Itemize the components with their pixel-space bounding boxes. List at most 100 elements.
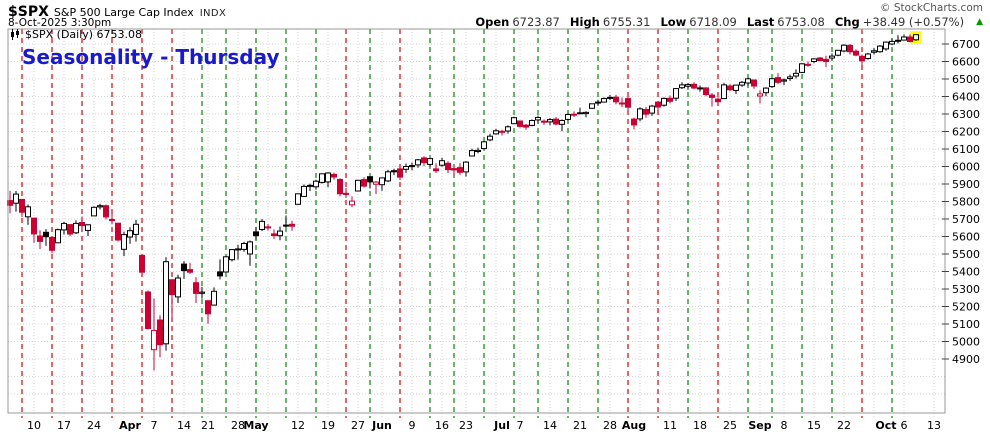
candle [823, 58, 829, 63]
candle [655, 101, 661, 108]
candle [757, 93, 763, 97]
candle [637, 108, 643, 120]
candle [295, 193, 301, 205]
candle [691, 83, 697, 89]
candle [859, 55, 865, 62]
candle [355, 179, 361, 192]
candle [67, 224, 73, 235]
y-axis: 6700 6600 6500 6400 6300 6200 6100 6000 5900 5800… [942, 38, 980, 366]
candle [319, 173, 325, 183]
chart-legend: $SPX (Daily) 6753.08 [10, 28, 142, 41]
candle [367, 176, 373, 183]
candle [265, 226, 271, 229]
legend-label: $SPX (Daily) 6753.08 [25, 28, 143, 41]
candle [763, 87, 769, 94]
x-tick-label: Jun [371, 419, 392, 432]
x-tick-label: 8 [781, 419, 788, 432]
candle [661, 97, 667, 106]
y-tick-label: 5800 [952, 196, 980, 209]
x-tick-label: Aug [622, 419, 646, 432]
y-tick-label: 5500 [952, 248, 980, 261]
candle [85, 224, 91, 231]
change-up-arrow-icon: ▲ [976, 17, 983, 27]
x-tick-label: 21 [573, 419, 587, 432]
candle [217, 271, 223, 277]
candle [841, 44, 847, 52]
candle [601, 98, 607, 103]
x-tick-label: 22 [837, 419, 851, 432]
candle [793, 72, 799, 77]
x-tick-label: 7 [517, 419, 524, 432]
y-tick-label: 6200 [952, 126, 980, 139]
candle [781, 79, 787, 82]
candle [391, 170, 397, 173]
candle [331, 173, 337, 178]
candle [463, 161, 469, 173]
candle [337, 178, 343, 195]
candle [271, 233, 277, 236]
candle [133, 223, 139, 235]
candle [475, 149, 481, 152]
candle [607, 96, 613, 99]
x-tick-label: 14 [543, 419, 557, 432]
candle [343, 192, 349, 195]
candle [529, 120, 535, 126]
candle [229, 249, 235, 261]
candle [679, 84, 685, 89]
x-tick-label: Jul [493, 419, 510, 432]
quote-open: Open 6723.87 [475, 15, 560, 29]
candle [613, 96, 619, 103]
candle [91, 206, 97, 217]
x-tick-label: 18 [693, 419, 707, 432]
candle [511, 117, 517, 125]
quote-summary: Open 6723.87 High 6755.31 Low 6718.09 Last 6… [475, 15, 983, 29]
candle [427, 158, 433, 165]
candle [907, 36, 913, 42]
candle [241, 243, 247, 250]
candle [751, 79, 757, 87]
candle [235, 248, 241, 251]
x-tick-label: 6 [901, 419, 908, 432]
y-tick-label: 4900 [952, 353, 980, 366]
y-tick-label: 6500 [952, 73, 980, 86]
candle [193, 282, 199, 294]
seasonality-annotation: Seasonality - Thursday [22, 45, 280, 69]
candle [181, 263, 187, 272]
symbol-label: $SPX [8, 4, 49, 20]
candle [853, 50, 859, 56]
candle [19, 198, 25, 213]
candle [667, 97, 673, 102]
candle [829, 55, 835, 59]
candle [169, 279, 175, 296]
candle [445, 162, 451, 171]
candle [157, 319, 163, 346]
candle [541, 120, 547, 123]
candle [871, 50, 877, 53]
x-tick-label: 19 [321, 419, 335, 432]
candle [775, 77, 781, 83]
y-tick-label: 6700 [952, 38, 980, 51]
candle [49, 237, 55, 251]
candle [631, 118, 637, 126]
y-tick-label: 6400 [952, 91, 980, 104]
y-tick-label: 5100 [952, 318, 980, 331]
x-tick-label: Sep [748, 419, 771, 432]
y-tick-label: 6000 [952, 161, 980, 174]
candle [535, 117, 541, 121]
candle [109, 219, 115, 221]
candle [361, 179, 367, 187]
candle [25, 206, 31, 218]
candle [151, 330, 157, 351]
candle [307, 184, 313, 187]
y-tick-label: 6300 [952, 108, 980, 121]
candle [457, 167, 463, 173]
candle [625, 98, 631, 108]
candle [715, 98, 721, 103]
candle [523, 124, 529, 128]
candle [247, 241, 253, 255]
candle [883, 41, 889, 50]
candle [433, 168, 439, 172]
y-tick-label: 5400 [952, 266, 980, 279]
candle [223, 256, 229, 273]
candle [289, 223, 295, 227]
